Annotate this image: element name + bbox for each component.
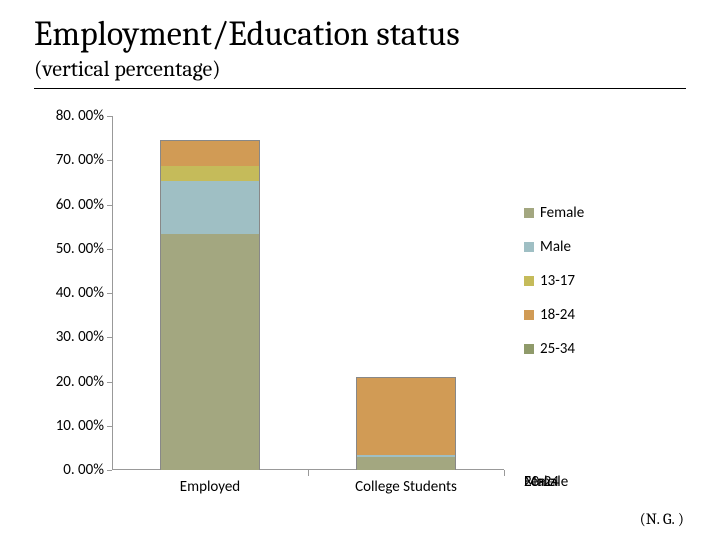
- bar-segment: [161, 181, 259, 234]
- y-tick-label: 70. 00%: [56, 151, 112, 169]
- legend-swatch: [524, 242, 534, 252]
- bar-segment: [161, 141, 259, 165]
- bar-stack: [356, 377, 456, 470]
- attribution: (N. G. ): [640, 510, 684, 528]
- chart-title: Employment/Education status: [34, 14, 460, 54]
- chart-subtitle: (vertical percentage): [34, 56, 221, 82]
- plot-area: 0. 00%10. 00%20. 00%30. 00%40. 00%50. 00…: [112, 116, 504, 470]
- x-category-label: Employed: [150, 478, 270, 496]
- legend-swatch: [524, 344, 534, 354]
- legend-item: 13-17: [524, 272, 674, 290]
- legend-label: 13-17: [540, 272, 575, 290]
- legend-label: 18-24: [540, 306, 575, 324]
- title-divider: [34, 88, 686, 89]
- legend-item: 18-24: [524, 306, 674, 324]
- y-axis: [112, 116, 113, 470]
- bar-segment: [161, 234, 259, 470]
- legend-swatch: [524, 310, 534, 320]
- y-tick-label: 10. 00%: [56, 417, 112, 435]
- bar-segment: [357, 457, 455, 470]
- legend-item: Female: [524, 204, 674, 222]
- legend-item: 25-34: [524, 340, 674, 358]
- y-tick-label: 20. 00%: [56, 373, 112, 391]
- bar-segment: [357, 378, 455, 455]
- legend-swatch: [524, 276, 534, 286]
- overlapped-label: Male: [524, 473, 555, 491]
- legend-label: Female: [540, 204, 584, 222]
- legend-swatch: [524, 208, 534, 218]
- y-tick-label: 0. 00%: [63, 461, 112, 479]
- y-tick-label: 60. 00%: [56, 196, 112, 214]
- x-tick: [308, 470, 309, 476]
- chart-area: 0. 00% 10. 00% 20. 00% 30. 00% 40. 00% 50. 00…: [34, 110, 686, 496]
- legend: Female Male 13-17 18-24 25-34: [524, 204, 674, 374]
- legend-item: Male: [524, 238, 674, 256]
- y-tick-label: 80. 00%: [56, 107, 112, 125]
- bar-segment: [161, 166, 259, 181]
- x-category-label: College Students: [346, 478, 466, 496]
- legend-label: 25-34: [540, 340, 575, 358]
- legend-label: Male: [540, 238, 571, 256]
- y-tick-label: 30. 00%: [56, 328, 112, 346]
- x-tick: [504, 470, 505, 476]
- bar-stack: [160, 140, 260, 470]
- y-tick-label: 40. 00%: [56, 284, 112, 302]
- y-tick-label: 50. 00%: [56, 240, 112, 258]
